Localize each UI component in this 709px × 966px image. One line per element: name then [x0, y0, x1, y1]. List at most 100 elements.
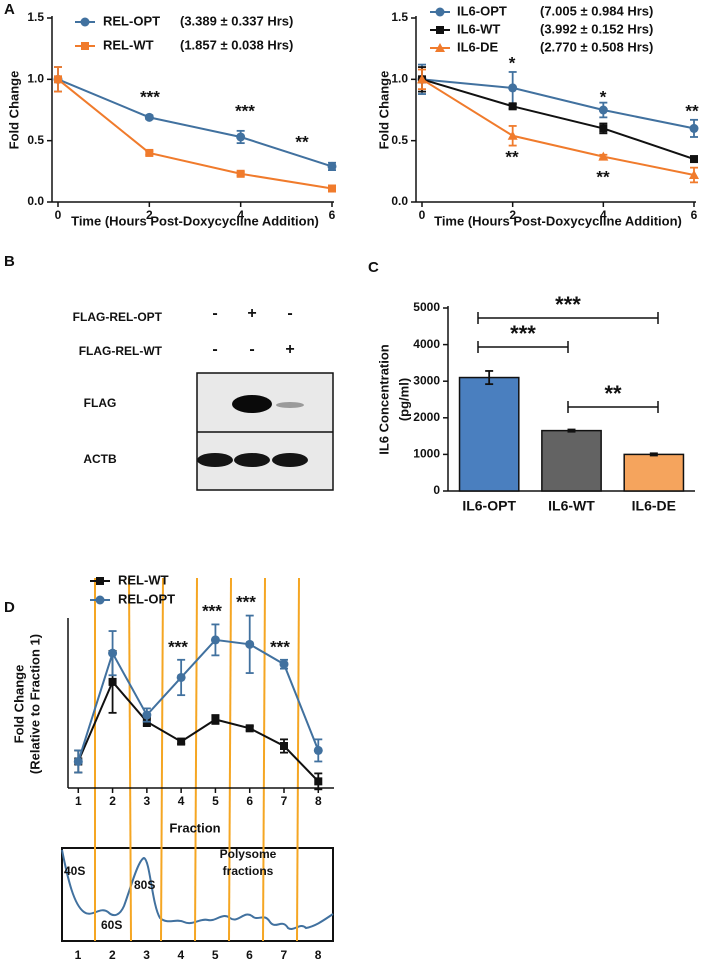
x-tick-label: IL6-WT — [548, 498, 595, 514]
profile: 40S 60S 80S Polysome fractions — [61, 577, 334, 942]
sign: + — [285, 341, 294, 358]
point — [210, 635, 220, 645]
sign: - — [249, 341, 254, 358]
point — [599, 124, 608, 133]
point — [507, 130, 518, 140]
legend-label: IL6-WT — [457, 21, 500, 36]
significance: ** — [685, 101, 699, 120]
y-tick-label: 0 — [433, 483, 440, 497]
sign: - — [212, 305, 217, 322]
significance: *** — [235, 101, 255, 120]
x-tick-label: 6 — [246, 794, 253, 808]
legend-label: REL-OPT — [118, 591, 175, 606]
significance: ** — [295, 132, 309, 151]
fraction-number: 6 — [246, 948, 253, 962]
x-tick-label: 4 — [178, 794, 185, 808]
bar — [458, 376, 520, 492]
x-axis-label: Time (Hours Post-Doxycycline Addition) — [71, 213, 319, 228]
x-tick-label: 6 — [691, 208, 698, 222]
point — [245, 724, 254, 733]
x-tick-label: 2 — [109, 794, 116, 808]
significance: *** — [510, 321, 536, 346]
peak-label: 80S — [134, 878, 155, 892]
point — [144, 112, 154, 122]
legend-note: (3.389 ± 0.337 Hrs) — [180, 13, 293, 28]
profile-frame — [61, 847, 334, 942]
x-tick-label: 3 — [144, 794, 151, 808]
point — [314, 777, 323, 786]
bar — [623, 453, 685, 492]
significance-bracket — [567, 401, 659, 413]
x-tick-label: IL6-DE — [632, 498, 676, 514]
series-line — [421, 78, 695, 176]
point — [508, 102, 517, 111]
x-tick-label: 7 — [281, 794, 288, 808]
panel-label: B — [4, 253, 15, 270]
x-tick-label: 2 — [146, 208, 153, 222]
point — [54, 75, 62, 84]
legend-label: REL-WT — [103, 37, 154, 52]
sign: + — [247, 305, 256, 322]
panel-label: C — [368, 259, 379, 276]
legend-label: IL6-OPT — [457, 3, 507, 18]
significance: * — [600, 87, 607, 106]
peak-label: 40S — [64, 864, 85, 878]
point — [689, 170, 699, 180]
western-blot: FLAG-REL-OPT FLAG-REL-WT - + - - - + FLA… — [73, 305, 334, 491]
x-axis-label: Time (Hours Post-Doxycycline Addition) — [434, 213, 682, 228]
x-tick-label: 8 — [315, 794, 322, 808]
significance: ** — [604, 381, 622, 406]
x-axis-label: Fraction — [169, 820, 220, 835]
peak-label: 60S — [101, 918, 122, 932]
significance: *** — [555, 292, 581, 317]
fraction-boundaries — [94, 577, 300, 942]
sign: - — [212, 341, 217, 358]
x-tick-label: 4 — [600, 208, 607, 222]
fraction-number: 5 — [212, 948, 219, 962]
significance: ** — [596, 167, 610, 186]
point — [280, 742, 288, 750]
legend-marker — [436, 26, 444, 34]
point — [598, 105, 608, 115]
fraction-number: 3 — [143, 948, 150, 962]
y-tick-label: 3000 — [413, 373, 440, 387]
legend-note: (2.770 ± 0.508 Hrs) — [540, 39, 653, 54]
absorbance-trace — [61, 849, 334, 930]
legend-marker — [435, 43, 445, 52]
legend-marker — [80, 17, 90, 27]
significance-bracket — [477, 312, 659, 324]
series-line — [57, 78, 333, 190]
series-line — [77, 638, 320, 762]
point — [177, 737, 186, 746]
significance: ** — [505, 147, 519, 166]
y-tick-label: 1.0 — [27, 72, 44, 86]
panel-label: A — [4, 1, 15, 18]
point — [508, 83, 518, 93]
point — [689, 123, 699, 133]
y-tick-label: 4000 — [413, 337, 440, 351]
y-tick-label: 0.5 — [27, 133, 44, 147]
significance: * — [509, 53, 516, 72]
point — [211, 715, 220, 724]
point — [245, 639, 255, 649]
legend-marker — [435, 7, 445, 17]
fraction-number: 1 — [75, 948, 82, 962]
legend-label: IL6-DE — [457, 39, 499, 54]
row-label: FLAG-REL-OPT — [73, 310, 163, 324]
series-line — [421, 78, 695, 130]
y-tick-label: 1.5 — [391, 10, 408, 24]
y-tick-label: 5000 — [413, 300, 440, 314]
band — [276, 402, 304, 408]
legend-marker — [95, 595, 105, 605]
point — [417, 74, 427, 84]
legend-marker — [96, 577, 104, 585]
point — [328, 184, 336, 193]
point — [598, 151, 609, 161]
significance-bracket — [477, 341, 569, 353]
significance: *** — [270, 637, 290, 656]
x-tick-label: 6 — [329, 208, 336, 222]
region-label: Polysome — [220, 847, 277, 861]
point — [108, 677, 117, 686]
legend-marker — [81, 42, 89, 50]
